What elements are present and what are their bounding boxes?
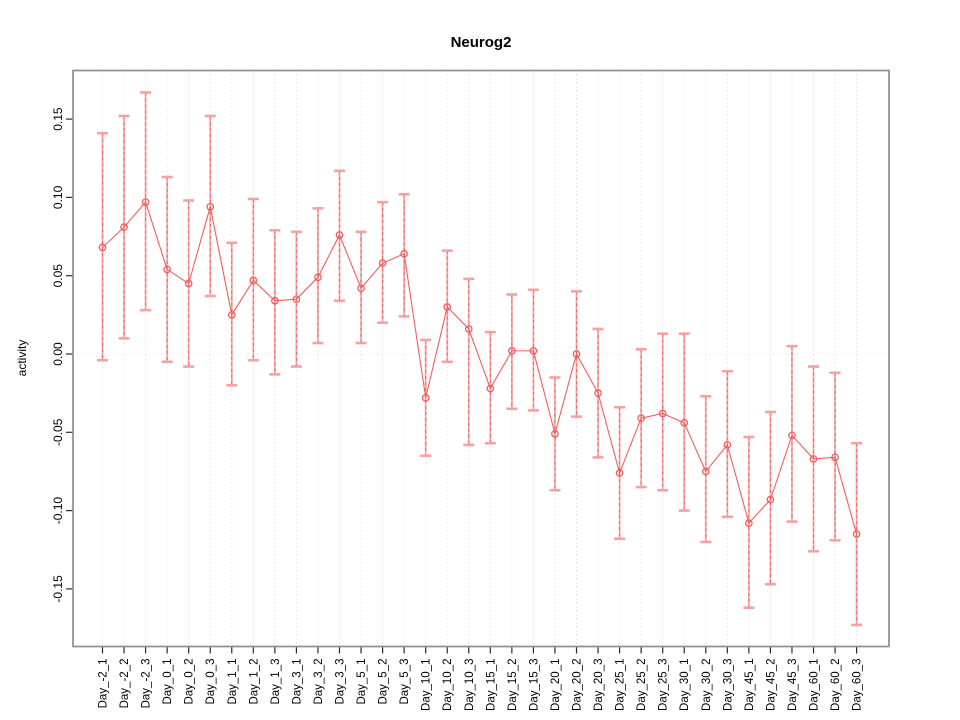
x-tick-label: Day_20_3 (593, 659, 605, 711)
x-tick-label: Day_-2_3 (141, 659, 153, 709)
x-tick-label: Day_10_2 (442, 659, 454, 711)
data-point (788, 431, 796, 440)
x-tick-label: Day_60_2 (830, 659, 842, 711)
data-point (141, 198, 150, 206)
plot-border (72, 69, 890, 648)
x-tick-label: Day_0_3 (205, 659, 217, 705)
x-tick-label: Day_3_3 (335, 659, 347, 705)
data-point (680, 419, 689, 427)
data-point (766, 495, 775, 504)
data-point (572, 350, 581, 358)
x-tick-label: Day_3_1 (291, 659, 303, 705)
x-tick-label: Day_25_1 (615, 659, 627, 711)
data-point (852, 530, 861, 538)
data-point (723, 440, 732, 449)
x-tick-label: Day_10_1 (421, 659, 433, 711)
x-tick-label: Day_15_3 (528, 659, 540, 711)
data-point (421, 393, 430, 402)
x-tick-label: Day_60_1 (809, 659, 821, 711)
y-tick-label: -0.10 (51, 497, 65, 525)
x-tick-label: Day_25_2 (636, 659, 648, 711)
data-point (314, 273, 322, 282)
y-tick-label: 0.00 (51, 342, 65, 366)
data-point (637, 414, 645, 423)
x-tick-label: Day_5_3 (399, 659, 411, 705)
x-tick-label: Day_5_1 (356, 659, 368, 705)
x-tick-label: Day_60_3 (852, 659, 864, 711)
x-tick-label: Day_25_3 (658, 659, 670, 711)
x-tick-label: Day_10_3 (464, 659, 476, 711)
x-tick-label: Day_15_1 (485, 659, 497, 711)
data-point (335, 231, 344, 239)
data-point (378, 259, 387, 268)
x-tick-label: Day_45_3 (787, 659, 799, 711)
y-tick-label: 0.10 (51, 185, 65, 209)
x-tick-label: Day_15_2 (507, 659, 519, 711)
x-tick-label: Day_5_2 (378, 659, 390, 705)
data-point (464, 325, 473, 333)
data-point (206, 202, 215, 211)
data-point (249, 276, 258, 285)
data-point (831, 453, 839, 462)
x-tick-label: Day_45_2 (765, 659, 777, 711)
data-point (809, 455, 818, 463)
x-tick-label: Day_1_3 (270, 659, 282, 705)
x-tick-label: Day_3_2 (313, 659, 325, 705)
data-point (594, 389, 602, 397)
x-tick-label: Day_-2_2 (119, 659, 131, 709)
data-point (508, 347, 516, 355)
data-point (486, 384, 495, 393)
x-tick-label: Day_30_1 (679, 659, 691, 711)
data-point (98, 243, 107, 252)
x-tick-label: Day_0_2 (184, 659, 196, 705)
x-tick-label: Day_20_1 (550, 659, 562, 711)
chart-title: Neurog2 (450, 34, 512, 51)
data-point (658, 409, 667, 418)
y-tick-label: -0.15 (51, 575, 65, 603)
data-point (357, 284, 365, 293)
data-point (551, 430, 559, 438)
x-tick-label: Day_45_1 (744, 659, 756, 711)
y-tick-label: -0.05 (51, 418, 65, 446)
data-point (163, 265, 171, 274)
data-point (120, 223, 128, 232)
x-tick-label: Day_-2_1 (98, 659, 110, 709)
series-line (102, 200, 858, 535)
data-point (701, 467, 710, 476)
x-tick-label: Day_0_1 (162, 659, 174, 705)
data-point (529, 347, 538, 355)
data-point (400, 249, 408, 258)
data-point (615, 469, 624, 477)
y-tick-label: 0.05 (51, 264, 65, 288)
x-tick-label: Day_1_2 (248, 659, 260, 705)
x-tick-label: Day_1_1 (227, 659, 239, 705)
x-tick-label: Day_20_2 (572, 659, 584, 711)
data-point (443, 303, 452, 311)
data-point (292, 295, 301, 304)
data-point (184, 279, 193, 288)
y-tick-label: 0.15 (51, 107, 65, 131)
x-tick-label: Day_30_2 (701, 659, 713, 711)
data-point (227, 310, 236, 319)
x-tick-label: Day_30_3 (722, 659, 734, 711)
data-point (745, 519, 753, 527)
data-point (271, 296, 279, 305)
